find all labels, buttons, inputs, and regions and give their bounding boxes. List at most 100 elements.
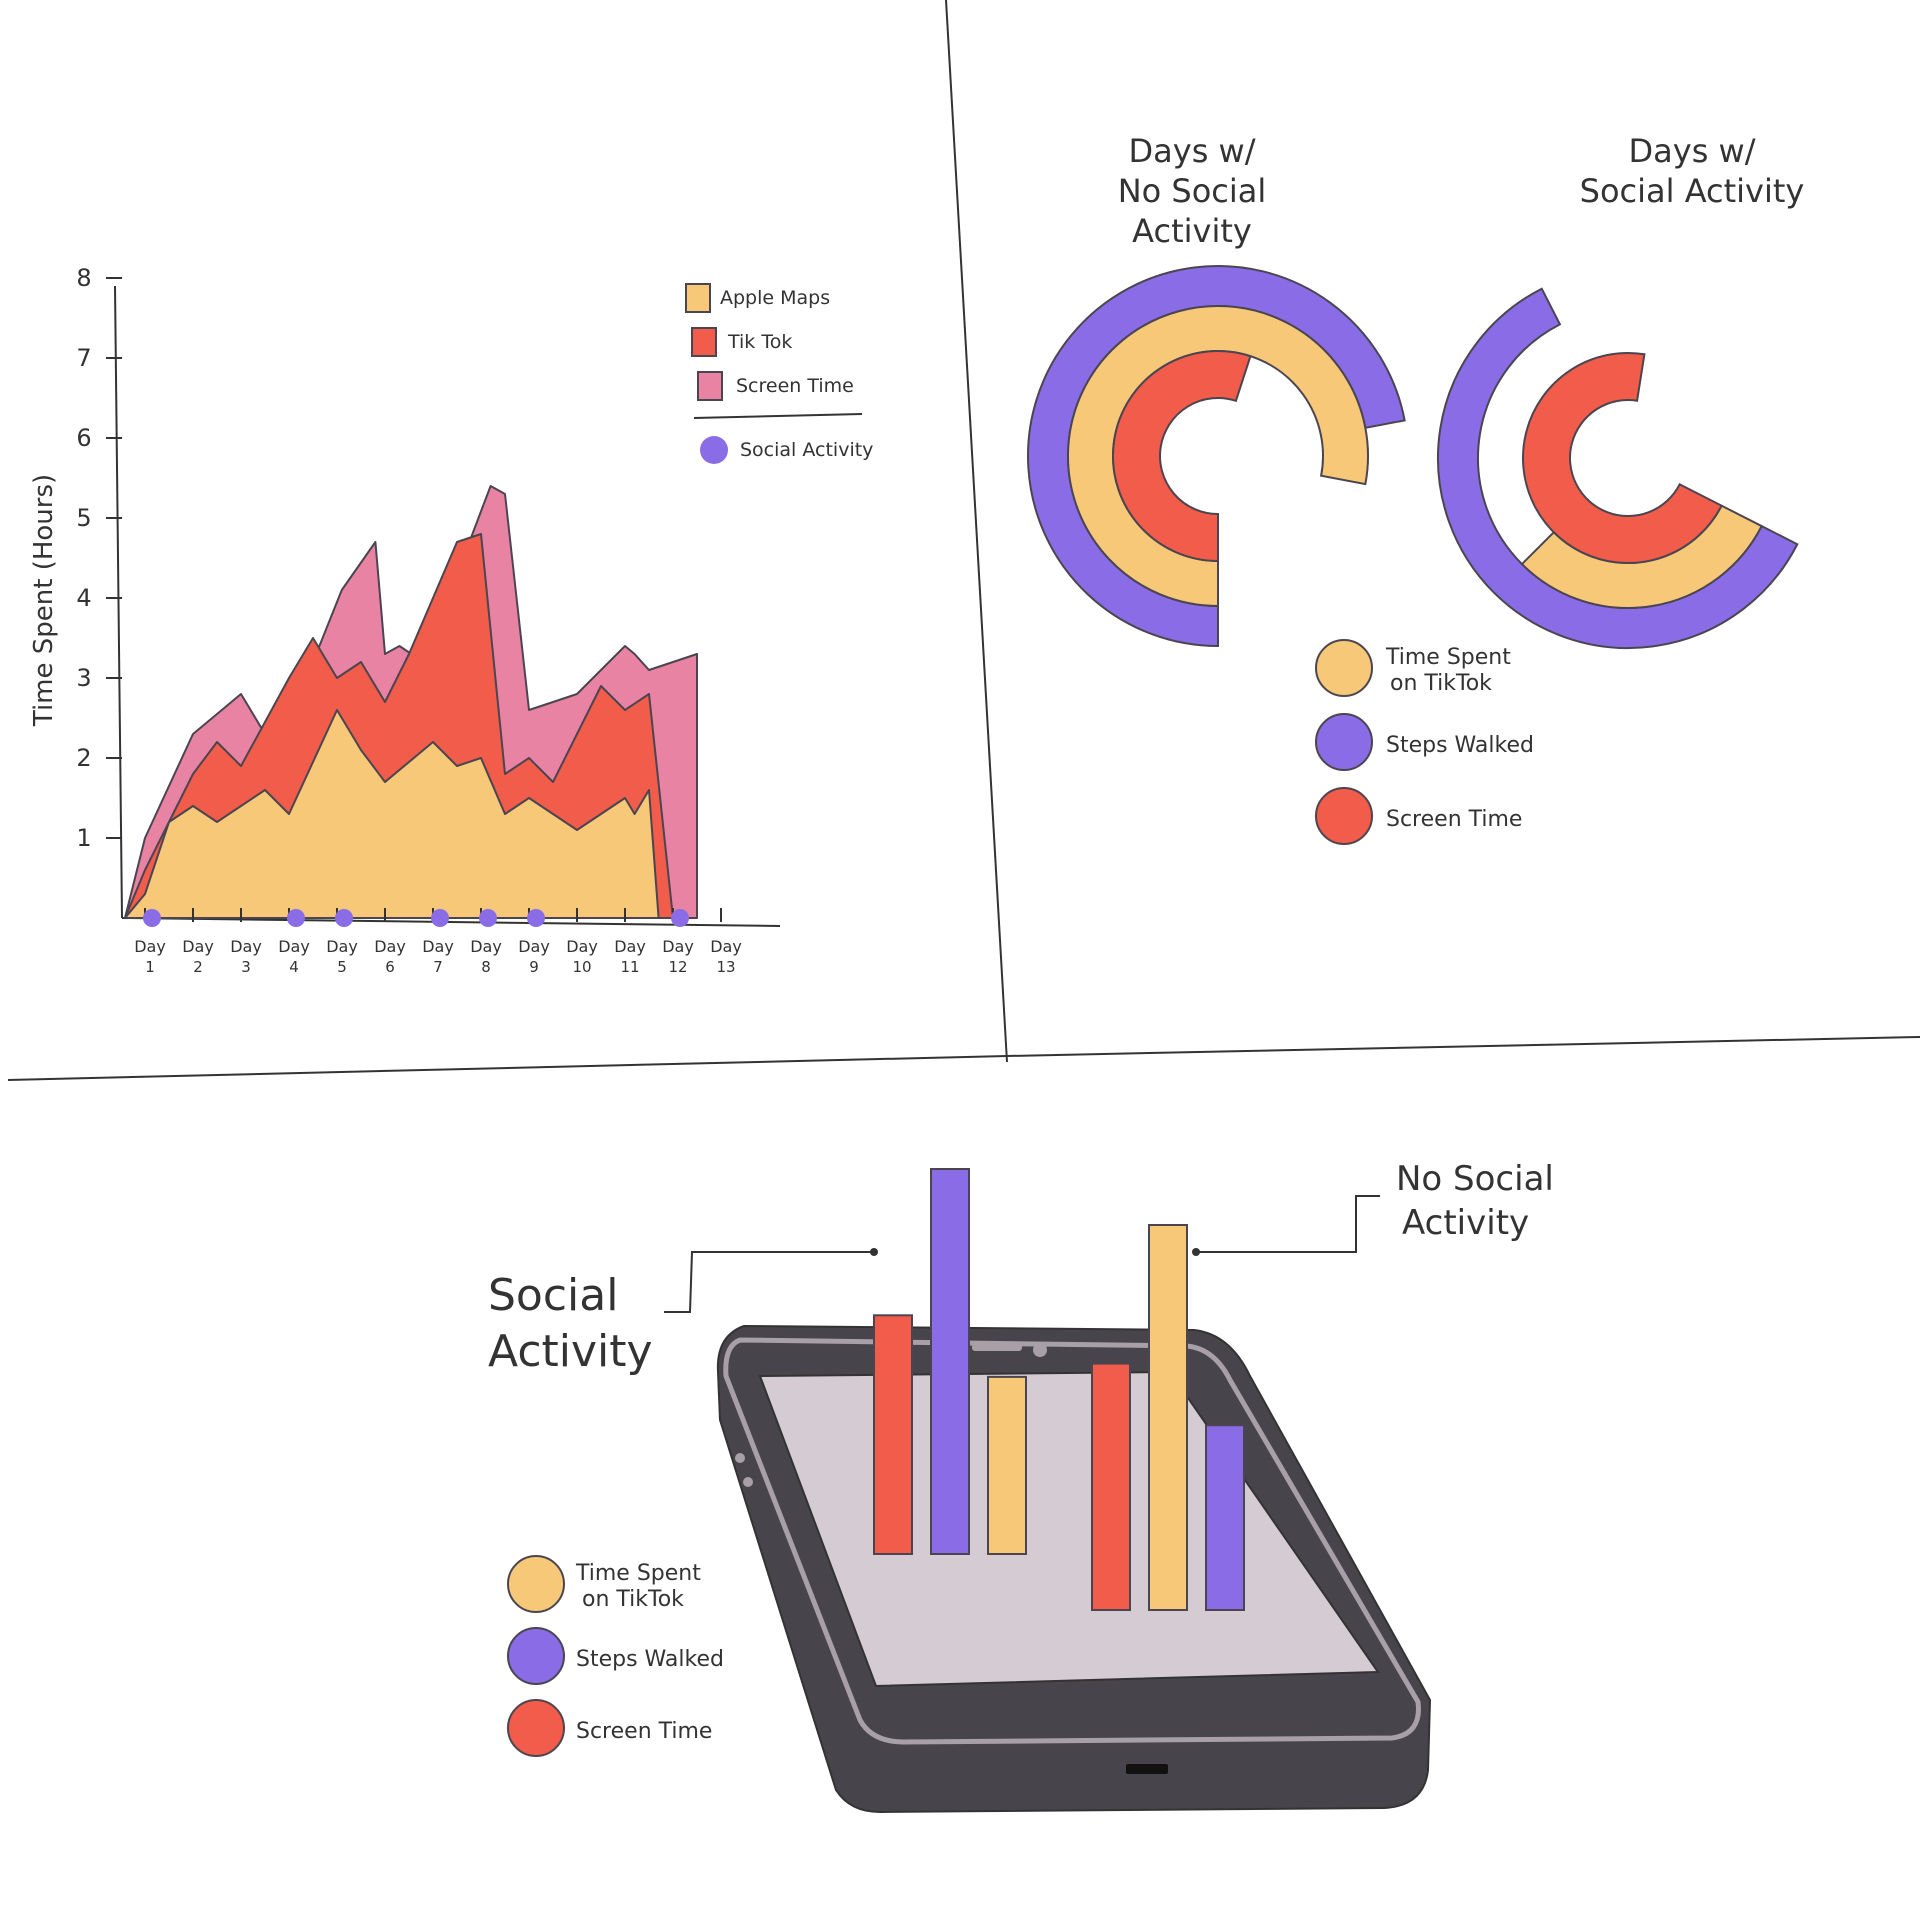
- x-axis-line: [121, 917, 781, 927]
- legend-divider: [693, 413, 863, 419]
- y-tick-label: 4: [76, 584, 91, 612]
- x-tick-label: Day: [422, 937, 454, 956]
- x-tick-label: Day: [662, 937, 694, 956]
- phone-port: [1126, 1764, 1168, 1774]
- legend-label: Social Activity: [740, 439, 873, 461]
- radial-group-title: No Social: [1118, 172, 1267, 210]
- bar-time-spent-on-tiktok: [1148, 1224, 1188, 1611]
- y-tick-label: 2: [76, 744, 91, 772]
- bar-steps-walked: [1205, 1424, 1245, 1611]
- x-tick-label: 8: [481, 958, 491, 976]
- legend-swatch: [507, 1699, 565, 1757]
- divider-vertical: [945, 0, 1008, 1063]
- bar-time-spent-on-tiktok: [987, 1375, 1027, 1556]
- x-tick-label: Day: [710, 937, 742, 956]
- social-activity-dot: [671, 909, 689, 927]
- phone-rim: [723, 1337, 1421, 1745]
- legend-label: Screen Time: [736, 375, 854, 397]
- x-tick-label: Day: [326, 937, 358, 956]
- x-tick-label: 7: [433, 958, 443, 976]
- legend-label: Screen Time: [1386, 807, 1522, 832]
- x-tick-label: 6: [385, 958, 395, 976]
- y-tick-label: 8: [76, 264, 91, 292]
- legend-swatch: [507, 1627, 565, 1685]
- legend-label: on TikTok: [1390, 671, 1492, 696]
- social-activity-dot: [431, 909, 449, 927]
- divider-horizontal-left: [7, 1055, 1008, 1081]
- bar-group: [873, 1168, 1027, 1556]
- x-tick-label: 1: [145, 958, 155, 976]
- x-tick-label: Day: [566, 937, 598, 956]
- legend-label: Tik Tok: [727, 331, 792, 353]
- y-tick-label: 5: [76, 504, 91, 532]
- callout-line: [664, 1251, 874, 1313]
- callout-dot: [1192, 1248, 1200, 1256]
- legend-swatch: [700, 436, 728, 464]
- legend-label: Steps Walked: [576, 1647, 724, 1672]
- radial-group-title: Activity: [1132, 212, 1252, 250]
- area-legend: Apple Maps Tik Tok Screen Time Social Activ…: [685, 283, 873, 464]
- social-activity-dot: [335, 909, 353, 927]
- ring-screen-time: [1112, 350, 1252, 563]
- y-tick-label: 7: [76, 344, 91, 372]
- x-tick-label: Day: [518, 937, 550, 956]
- y-tick-label: 6: [76, 424, 91, 452]
- group-label: Activity: [1402, 1203, 1529, 1243]
- legend-swatch: [1315, 639, 1373, 697]
- y-tick-label: 1: [76, 824, 91, 852]
- phone-camera: [1033, 1343, 1047, 1357]
- radial-group-title: Social Activity: [1580, 172, 1805, 210]
- bar-screen-time: [873, 1314, 913, 1556]
- x-tick-label: 3: [241, 958, 251, 976]
- x-tick-label: 4: [289, 958, 299, 976]
- social-activity-dot: [479, 909, 497, 927]
- y-tick-label: 3: [76, 664, 91, 692]
- legend-label: Time Spent: [575, 1561, 701, 1586]
- ring-screen-time: [1522, 352, 1723, 564]
- legend-label: Steps Walked: [1386, 733, 1534, 758]
- legend-swatch: [507, 1555, 565, 1613]
- x-tick-label: Day: [182, 937, 214, 956]
- bar-steps-walked: [930, 1168, 970, 1555]
- divider-horizontal-right: [1006, 1036, 1920, 1057]
- radial-group-title: Days w/: [1129, 132, 1256, 170]
- group-label: Activity: [488, 1326, 653, 1377]
- group-label: Social: [488, 1270, 618, 1321]
- x-tick-label: 12: [668, 958, 687, 976]
- x-tick-label: 2: [193, 958, 203, 976]
- legend-label: Apple Maps: [720, 287, 830, 309]
- phone-speaker: [972, 1344, 1022, 1351]
- callout-line: [1196, 1195, 1380, 1253]
- x-tick-label: Day: [374, 937, 406, 956]
- legend-label: on TikTok: [582, 1587, 684, 1612]
- social-activity-dot: [287, 909, 305, 927]
- legend-swatch: [691, 327, 717, 357]
- legend-swatch: [697, 371, 723, 401]
- x-tick-label: Day: [278, 937, 310, 956]
- legend-label: Screen Time: [576, 1719, 712, 1744]
- social-activity-dot: [143, 909, 161, 927]
- group-label: No Social: [1396, 1159, 1554, 1199]
- legend-swatch: [1315, 713, 1373, 771]
- x-tick-label: 5: [337, 958, 347, 976]
- legend-swatch: [1315, 787, 1373, 845]
- callout-dot: [870, 1248, 878, 1256]
- phone-side-button: [735, 1453, 745, 1463]
- x-tick-label: 11: [620, 958, 639, 976]
- y-axis-label: Time Spent (Hours): [29, 474, 59, 727]
- y-axis-line: [114, 285, 123, 919]
- x-tick-label: Day: [614, 937, 646, 956]
- radial-group: Days w/Social Activity: [1437, 132, 1805, 649]
- area-apple-maps: [124, 709, 660, 919]
- x-tick-label: Day: [470, 937, 502, 956]
- phone-side-button: [743, 1477, 753, 1487]
- x-tick-label: 13: [716, 958, 735, 976]
